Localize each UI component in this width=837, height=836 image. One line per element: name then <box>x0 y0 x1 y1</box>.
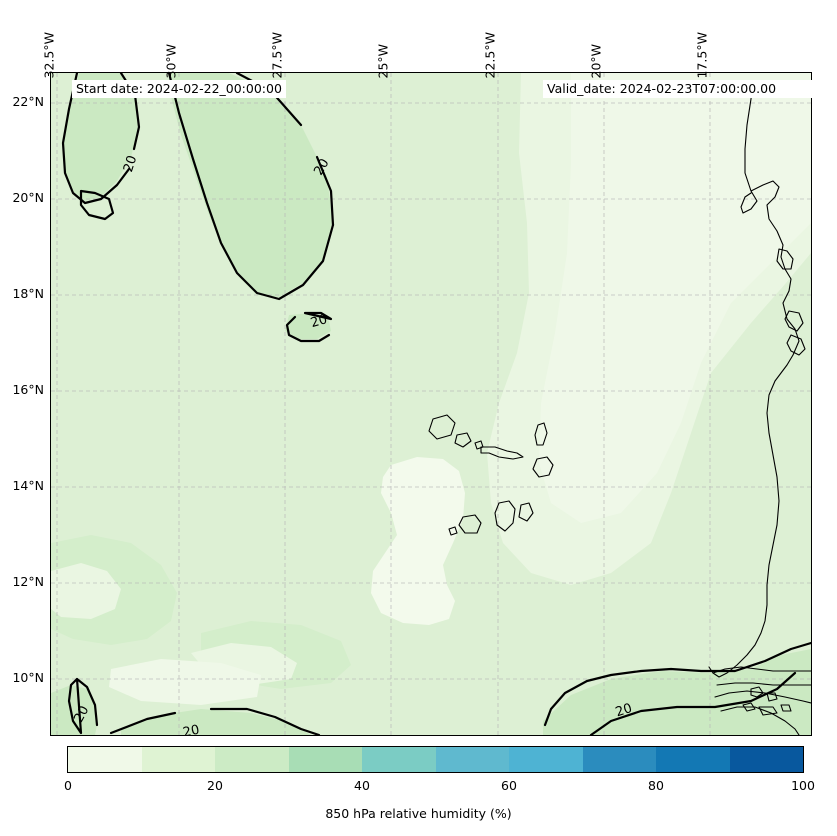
lat-tick-18n: 18°N <box>12 286 44 301</box>
colorbar-band-60-70 <box>509 747 583 772</box>
field-patch-light-sw3 <box>109 659 261 705</box>
field-patch-moist-se <box>543 649 811 735</box>
lon-tick-30w: 30°W <box>163 43 179 79</box>
lat-tick-22n: 22°N <box>12 94 44 109</box>
field-patch-moist-nw-corner <box>63 73 139 201</box>
contour-nw-corner-inner <box>79 189 115 221</box>
coastline-west-africa <box>708 80 800 678</box>
island-bijagos-2 <box>766 692 778 702</box>
colorbar-band-70-80 <box>582 747 656 772</box>
lon-tick-22_5w: 22.5°W <box>482 32 498 79</box>
lat-tick-10n: 10°N <box>12 670 44 685</box>
valid-date-annotation: Valid_date: 2024-02-23T07:00:00.00 <box>543 80 827 98</box>
contour-lines-20 <box>61 73 811 735</box>
colorbar-band-30-40 <box>288 747 362 772</box>
contour-sw-band-b <box>209 707 321 735</box>
lon-tick-27_5w: 27.5°W <box>269 32 285 79</box>
island-bijagos-5 <box>780 704 792 712</box>
island-bijagos-3 <box>742 702 756 712</box>
map-gridlines <box>51 73 811 735</box>
contour-label-20-e: 20 <box>71 704 92 726</box>
island-bijagos-1 <box>750 686 764 698</box>
cbar-tick-100: 100 <box>791 778 815 793</box>
cbar-tick-80: 80 <box>648 778 664 793</box>
coastlines <box>428 80 811 735</box>
coastline-banc-arguin <box>786 334 806 356</box>
island-brava <box>448 526 458 536</box>
contour-label-20-a: 20 <box>121 154 140 174</box>
cbar-tick-40: 40 <box>354 778 370 793</box>
contour-label-20-f: 20 <box>182 723 201 735</box>
start-date-annotation: Start date: 2024-02-22_00:00:00 <box>72 80 286 98</box>
island-fogo <box>458 514 482 534</box>
cbar-tick-20: 20 <box>207 778 223 793</box>
colorbar-band-90-100 <box>729 747 803 772</box>
contour-small-17n-b <box>303 311 333 321</box>
field-patch-moist-small <box>285 313 331 339</box>
contour-nw-tongue-right <box>315 155 335 227</box>
lon-tick-32_5w: 32.5°W <box>41 32 57 79</box>
colorbar-band-40-50 <box>362 747 436 772</box>
colorbar-band-20-30 <box>215 747 289 772</box>
lon-tick-25w: 25°W <box>375 43 391 79</box>
field-patch-moist-nw <box>171 73 333 297</box>
coastline-guinea-bissau <box>720 706 800 735</box>
lat-tick-12n: 12°N <box>12 574 44 589</box>
cbar-tick-60: 60 <box>501 778 517 793</box>
contour-small-17n <box>285 315 331 343</box>
contour-sw-cell-b <box>67 677 83 735</box>
colorbar-axis-label: 850 hPa relative humidity (%) <box>325 806 512 821</box>
coastline-gambia <box>716 682 811 686</box>
island-boa-vista <box>532 456 554 478</box>
contour-se-band-inner <box>589 671 797 735</box>
colorbar-band-50-60 <box>435 747 509 772</box>
contour-sw-band <box>109 711 177 735</box>
contour-sw-cell <box>75 677 99 727</box>
map-render-surface: 20 20 20 20 20 20 <box>51 73 811 735</box>
contour-nw-tongue-left <box>167 73 335 301</box>
lat-tick-16n: 16°N <box>12 382 44 397</box>
island-sao-nicolau <box>480 446 524 460</box>
colorbar-band-80-90 <box>656 747 730 772</box>
island-sao-vicente <box>454 432 472 448</box>
coastline-cape-blanc <box>784 310 804 332</box>
colorbar-band-0-10 <box>68 747 142 772</box>
contour-label-group: 20 20 20 20 20 20 <box>71 154 634 735</box>
island-sal <box>534 422 548 446</box>
lat-tick-14n: 14°N <box>12 478 44 493</box>
lat-tick-20n: 20°N <box>12 190 44 205</box>
coastline-morocco-inlet <box>776 248 794 270</box>
field-patch-light-sw <box>51 563 121 619</box>
contour-label-20-d: 20 <box>614 701 634 720</box>
colorbar[interactable] <box>67 746 804 773</box>
contour-label-20-c: 20 <box>309 312 329 331</box>
contour-se-band <box>543 641 811 727</box>
lon-tick-20w: 20°W <box>588 43 604 79</box>
colorbar-band-10-20 <box>141 747 215 772</box>
field-patch-moist-sw <box>51 685 97 735</box>
lon-tick-17_5w: 17.5°W <box>694 32 710 79</box>
cbar-tick-0: 0 <box>64 778 72 793</box>
island-bijagos-4 <box>758 706 778 716</box>
island-santiago <box>494 500 516 532</box>
island-maio <box>518 502 534 522</box>
coastline-senegal <box>712 666 811 674</box>
contour-label-20-b: 20 <box>311 156 332 178</box>
coastline-casamance <box>714 690 811 704</box>
map-plot-area[interactable]: 20 20 20 20 20 20 <box>50 72 812 736</box>
field-patch-dry-north-b <box>539 73 811 523</box>
island-santo-antao <box>428 414 456 440</box>
